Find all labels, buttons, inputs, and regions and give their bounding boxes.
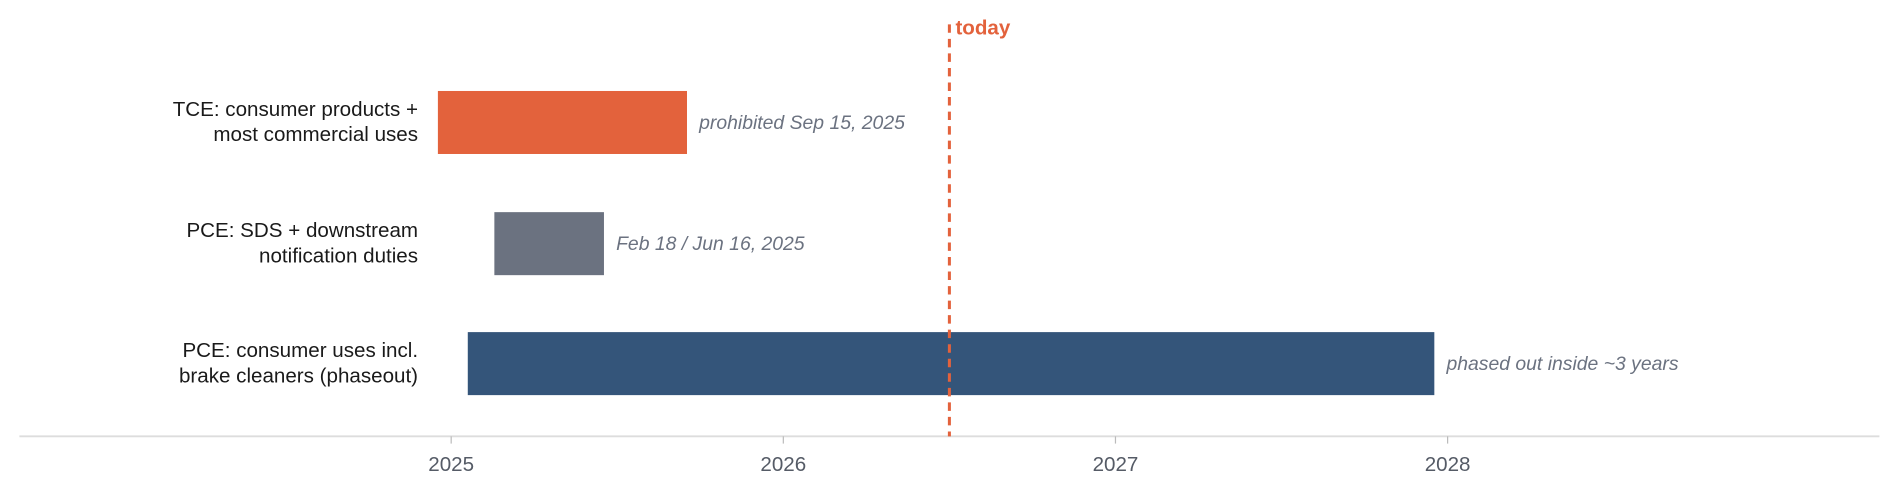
- bar-annotation: prohibited Sep 15, 2025: [698, 112, 905, 134]
- x-tick-label: 2026: [760, 453, 806, 476]
- category-label: most commercial uses: [213, 123, 418, 146]
- x-tick-label: 2025: [428, 453, 474, 476]
- category-label: brake cleaners (phaseout): [179, 364, 418, 387]
- category-label: notification duties: [259, 244, 418, 267]
- today-label: today: [955, 17, 1010, 40]
- bar-annotation: phased out inside ~3 years: [1445, 353, 1678, 375]
- bar: [467, 332, 1435, 396]
- bar-annotation: Feb 18 / Jun 16, 2025: [616, 233, 805, 255]
- x-tick-label: 2028: [1425, 453, 1471, 476]
- x-tick-label: 2027: [1093, 453, 1139, 476]
- category-label: PCE: SDS + downstream: [186, 219, 418, 242]
- bar: [437, 90, 687, 154]
- bar: [494, 212, 604, 276]
- category-label: TCE: consumer products +: [173, 98, 418, 121]
- category-label: PCE: consumer uses incl.: [182, 339, 418, 362]
